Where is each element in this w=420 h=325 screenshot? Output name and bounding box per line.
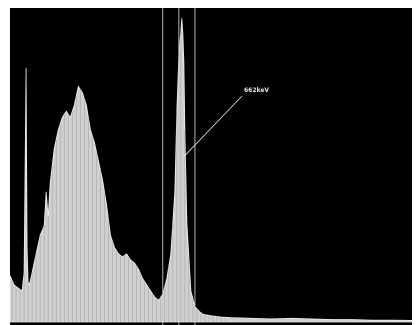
annotation-layer: 662keV xyxy=(182,87,269,158)
channel-bars-layer xyxy=(11,30,226,322)
roi-markers-layer xyxy=(162,8,196,325)
spectrum-chart: 662keV xyxy=(10,8,412,325)
annotation-leader-line xyxy=(182,95,243,158)
peak-energy-label: 662keV xyxy=(244,87,269,94)
spectrum-plot-area: 662keV xyxy=(10,8,412,325)
